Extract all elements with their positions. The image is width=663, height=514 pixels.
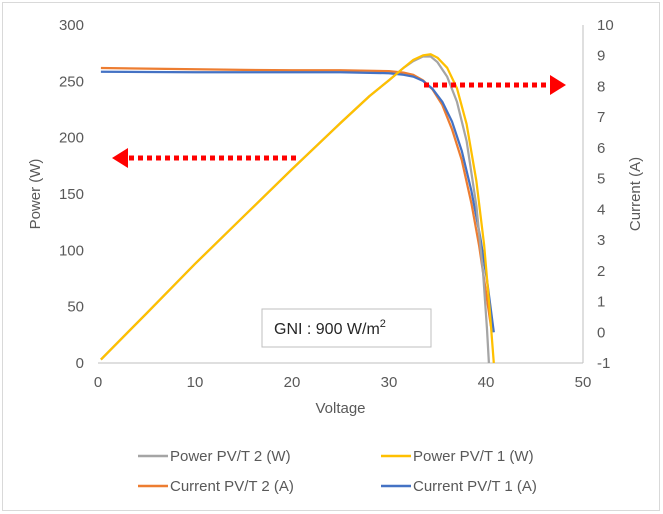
legend-label: Power PV/T 2 (W) [170,448,291,465]
y-right-tick-label: 5 [597,171,605,188]
x-tick-label: 0 [94,374,102,391]
y-left-tick-label: 100 [59,242,84,259]
legend-label: Current PV/T 2 (A) [170,478,294,495]
x-tick-label: 10 [187,374,204,391]
series-lines [100,53,495,364]
arrow-left-head [112,148,128,168]
y-axis-left-label: Power (W) [27,159,44,230]
series-line-4 [100,70,495,333]
series-line-2 [100,53,495,364]
x-axis-label: Voltage [315,400,365,417]
y-right-tick-label: 7 [597,109,605,126]
y-right-tick-label: 10 [597,17,614,34]
x-tick-label: 20 [284,374,301,391]
legend-label: Power PV/T 1 (W) [413,448,534,465]
annotation-main: GNI : 900 W/m [274,321,380,338]
annotation-box: GNI : 900 W/m2 [261,308,432,348]
y-right-tick-label: 6 [597,140,605,157]
y-right-tick-label: -1 [597,355,610,372]
y-right-tick-label: 9 [597,48,605,65]
y-left-tick-label: 300 [59,17,84,34]
direction-arrows [112,75,566,168]
y-left-tick-label: 150 [59,186,84,203]
y-left-tick-label: 50 [67,299,84,316]
x-tick-label: 50 [575,374,592,391]
y-right-tick-label: 0 [597,324,605,341]
y-right-tick-label: 8 [597,78,605,95]
y-right-tick-label: 3 [597,232,605,249]
y-right-tick-label: 2 [597,263,605,280]
y-left-tick-label: 200 [59,130,84,147]
y-left-tick-label: 0 [76,355,84,372]
y-axis-right-label: Current (A) [627,157,644,231]
series-line-3 [100,66,493,327]
annotation-border [261,308,432,348]
axes [98,25,584,364]
annotation-superscript: 2 [380,318,386,330]
y-left-tick-label: 250 [59,73,84,90]
legend-label: Current PV/T 1 (A) [413,478,537,495]
y-right-tick-label: 1 [597,294,605,311]
x-tick-label: 30 [381,374,398,391]
y-right-tick-label: 4 [597,201,605,218]
legend: Power PV/T 2 (W) Power PV/T 1 (W) Current … [138,448,537,495]
x-tick-label: 40 [478,374,495,391]
annotation-text: GNI : 900 W/m2 [274,318,386,338]
tick-labels: 0 10 20 30 40 50 0 50 100 150 200 250 300 -1 0 1 2 3 4 5 6 7 8… [59,17,614,391]
arrow-right-head [550,75,566,95]
